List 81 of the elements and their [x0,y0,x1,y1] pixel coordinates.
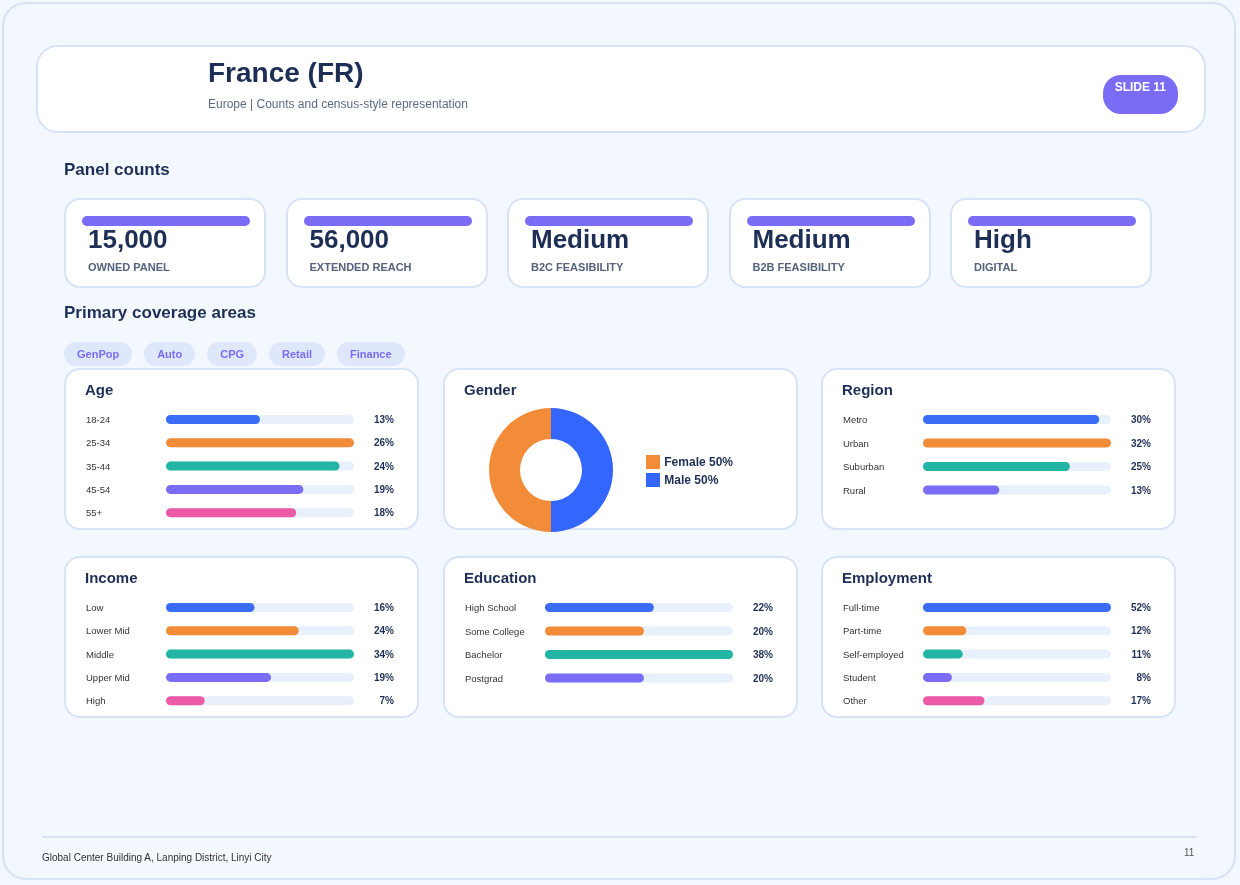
data-label: 38% [752,649,774,660]
data-label: 34% [373,648,395,660]
data-label: 19% [373,483,395,495]
y-tick-label: Lower Mid [86,625,130,637]
data-label: 16% [373,602,395,613]
y-tick-label: Upper Mid [86,672,130,684]
y-tick-label: Suburban [843,461,885,473]
text: 56,000 [309,224,390,255]
y-tick-label: Low [86,602,104,614]
chart-title: Income [85,569,138,586]
data-label: 32% [1130,437,1152,449]
y-tick-label: Other [843,695,867,707]
text: DIGITAL [974,261,1018,273]
y-tick-label: Middle [86,648,114,660]
y-tick-label: Metro [843,414,868,426]
y-tick-label: Some College [465,625,525,637]
text: 11 [1184,847,1195,858]
y-tick-label: Student [843,672,877,684]
data-label: 11% [1131,648,1152,660]
data-label: 12% [1130,625,1152,637]
text: 15,000 [88,224,168,255]
y-tick-label: Bachelor [465,649,503,661]
donut-slice [551,408,613,532]
text: Medium [752,224,851,255]
y-tick-label: 35-44 [86,460,111,472]
data-label: 30% [1130,414,1152,425]
data-label: 52% [1130,602,1152,613]
chart-title: Education [464,569,537,586]
text: Europe | Counts and census-style representation [208,97,468,111]
text: Auto [144,342,196,366]
y-tick-label: 25-34 [86,437,111,449]
chart-title: Gender [464,381,517,398]
data-label: 22% [752,602,774,613]
legend-label: Female 50% [664,455,733,469]
text: CPG [207,342,258,366]
data-label: 13% [1130,484,1152,496]
data-label: 18% [373,507,395,519]
chart-title: Age [85,381,114,398]
text: B2C FEASIBILITY [531,261,624,273]
text: Global Center Building A, Lanping District, Linyi City [42,852,272,863]
text: Retail [269,342,326,366]
y-tick-label: Postgrad [465,672,504,684]
text: EXTENDED REACH [309,261,412,273]
y-tick-label: High School [465,602,517,614]
y-tick-label: Urban [843,437,869,449]
chart-title: Employment [842,569,933,586]
text: France (FR) [208,57,364,89]
bar [166,696,205,706]
text: SLIDE 11 [1102,75,1178,114]
text: Primary coverage areas [64,303,256,323]
data-label: 7% [379,695,395,707]
bar [923,649,963,659]
text: Finance [337,342,405,366]
data-label: 17% [1130,695,1152,707]
y-tick-label: 45-54 [86,484,111,496]
y-tick-label: Full-time [843,602,880,614]
text: Medium [531,224,630,255]
y-tick-label: 18-24 [86,414,111,426]
data-label: 20% [752,672,774,684]
text: OWNED PANEL [88,261,170,273]
y-tick-label: 55+ [86,507,103,519]
donut-slice [489,408,551,532]
data-label: 13% [373,414,395,425]
data-label: 24% [373,625,395,637]
data-label: 25% [1130,461,1152,472]
data-label: 8% [1136,671,1152,683]
data-label: 26% [373,437,395,449]
text: B2B FEASIBILITY [752,261,845,273]
chart-title: Region [842,381,893,398]
text: Panel counts [64,160,170,180]
data-label: 20% [752,625,774,637]
legend-label: Male 50% [664,473,719,487]
bar [923,626,967,636]
data-label: 24% [373,460,395,472]
text: High [974,224,1032,255]
y-tick-label: Self-employed [843,648,904,660]
y-tick-label: High [86,695,106,707]
text: GenPop [64,342,133,366]
y-tick-label: Part-time [843,625,882,637]
y-tick-label: Rural [843,484,866,496]
data-label: 19% [373,671,395,683]
